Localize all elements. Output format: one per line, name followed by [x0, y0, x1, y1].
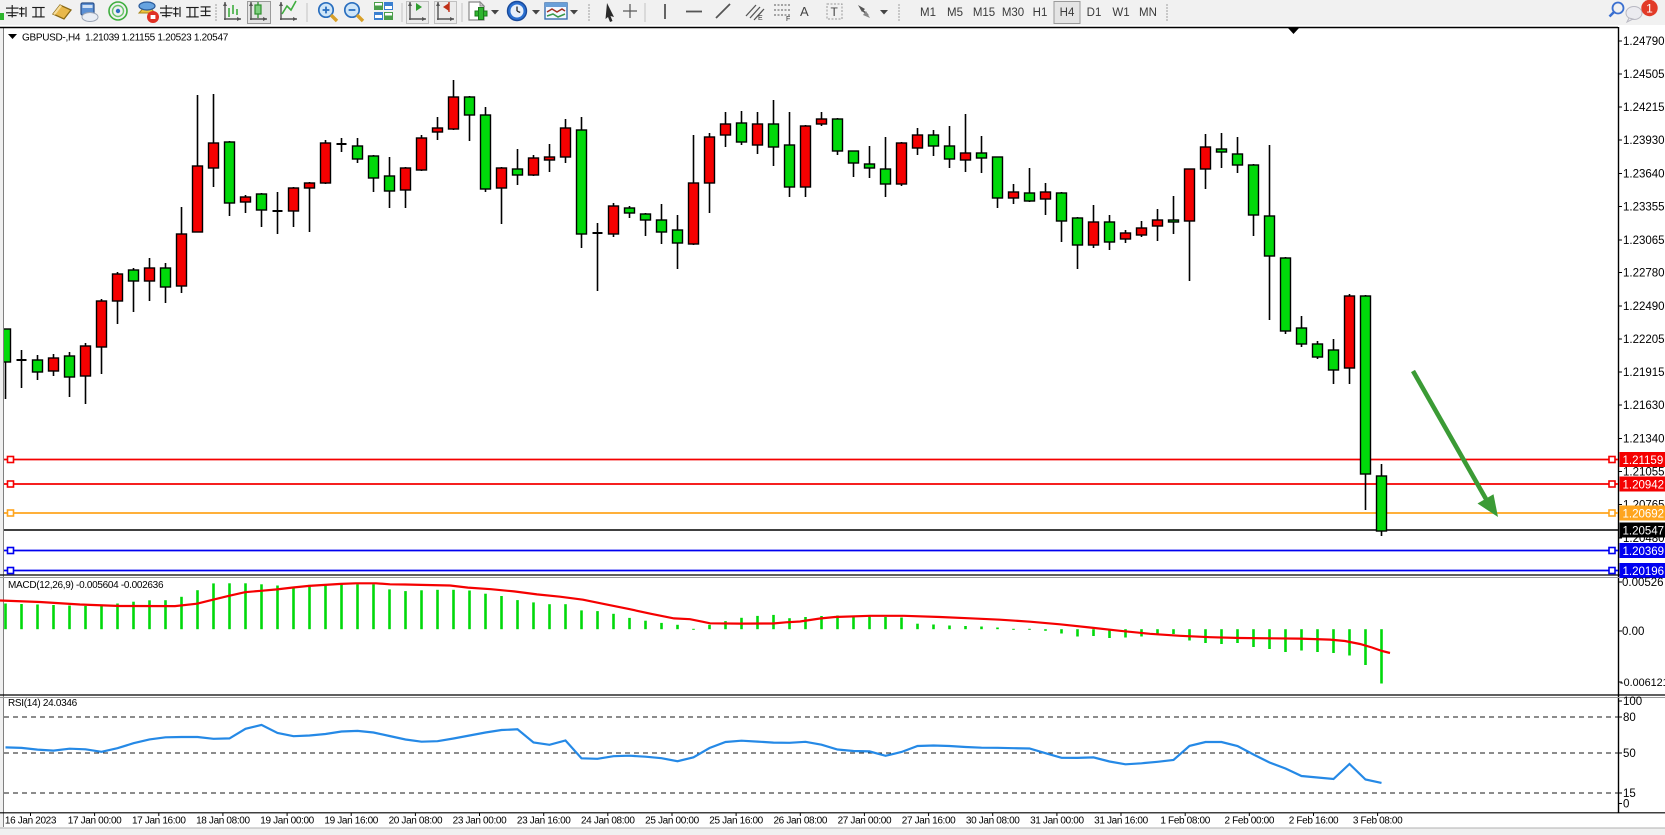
svg-text:20 Jan 08:00: 20 Jan 08:00: [389, 816, 443, 827]
svg-text:1.24215: 1.24215: [1623, 102, 1665, 114]
svg-text:3 Feb 08:00: 3 Feb 08:00: [1353, 816, 1403, 827]
svg-text:24 Jan 08:00: 24 Jan 08:00: [581, 816, 635, 827]
svg-text:-0.006121: -0.006121: [1620, 677, 1665, 689]
svg-text:MN: MN: [1139, 7, 1157, 19]
svg-text:1.21915: 1.21915: [1623, 367, 1665, 379]
svg-text:1.20942: 1.20942: [1623, 480, 1665, 492]
svg-text:80: 80: [1623, 712, 1636, 724]
svg-text:1: 1: [1646, 2, 1653, 16]
svg-text:M1: M1: [920, 7, 936, 19]
svg-text:1.20369: 1.20369: [1623, 546, 1665, 558]
svg-text:17 Jan 16:00: 17 Jan 16:00: [132, 816, 186, 827]
svg-text:1.22490: 1.22490: [1623, 301, 1665, 313]
svg-text:1.21159: 1.21159: [1623, 455, 1664, 467]
svg-text:25 Jan 00:00: 25 Jan 00:00: [645, 816, 699, 827]
svg-text:D1: D1: [1087, 7, 1102, 19]
svg-text:17 Jan 00:00: 17 Jan 00:00: [68, 816, 122, 827]
svg-text:30 Jan 08:00: 30 Jan 08:00: [966, 816, 1020, 827]
svg-text:1.21055: 1.21055: [1623, 467, 1665, 479]
svg-text:50: 50: [1623, 748, 1636, 760]
svg-text:23 Jan 16:00: 23 Jan 16:00: [517, 816, 571, 827]
svg-text:1.24790: 1.24790: [1623, 36, 1665, 48]
svg-text:W1: W1: [1112, 7, 1129, 19]
svg-text:0.00526: 0.00526: [1622, 577, 1664, 589]
svg-text:1.21340: 1.21340: [1623, 434, 1665, 446]
svg-text:1 Feb 08:00: 1 Feb 08:00: [1160, 816, 1210, 827]
svg-text:16 Jan 2023: 16 Jan 2023: [5, 816, 57, 827]
svg-text:25 Jan 16:00: 25 Jan 16:00: [709, 816, 763, 827]
svg-text:1.22780: 1.22780: [1623, 268, 1665, 280]
svg-text:M15: M15: [973, 7, 995, 19]
svg-text:1.20547: 1.20547: [1623, 526, 1665, 538]
svg-text:MACD(12,26,9) -0.005604 -0.002: MACD(12,26,9) -0.005604 -0.002636: [8, 580, 164, 591]
svg-text:1.22205: 1.22205: [1623, 334, 1665, 346]
svg-text:M5: M5: [947, 7, 963, 19]
svg-text:1.23355: 1.23355: [1623, 202, 1665, 214]
svg-text:27 Jan 00:00: 27 Jan 00:00: [838, 816, 892, 827]
svg-text:26 Jan 08:00: 26 Jan 08:00: [773, 816, 827, 827]
svg-text:19 Jan 00:00: 19 Jan 00:00: [260, 816, 314, 827]
svg-text:27 Jan 16:00: 27 Jan 16:00: [902, 816, 956, 827]
svg-text:1.23065: 1.23065: [1623, 235, 1665, 247]
svg-text:RSI(14) 24.0346: RSI(14) 24.0346: [8, 698, 78, 709]
svg-text:E: E: [758, 15, 763, 22]
svg-text:0.00: 0.00: [1622, 626, 1644, 638]
svg-text:23 Jan 00:00: 23 Jan 00:00: [453, 816, 507, 827]
svg-text:19 Jan 16:00: 19 Jan 16:00: [324, 816, 378, 827]
svg-text:0: 0: [1623, 799, 1629, 811]
svg-text:H4: H4: [1060, 7, 1075, 19]
svg-text:31 Jan 00:00: 31 Jan 00:00: [1030, 816, 1084, 827]
svg-text:T: T: [831, 5, 839, 19]
svg-text:100: 100: [1623, 696, 1642, 708]
svg-text:F: F: [786, 16, 790, 23]
svg-text:1.24505: 1.24505: [1623, 69, 1665, 81]
svg-text:GBPUSD-,H4 1.21039 1.21155 1.: GBPUSD-,H4 1.21039 1.21155 1.20523 1.205…: [22, 33, 229, 44]
svg-text:M30: M30: [1002, 7, 1024, 19]
svg-text:18 Jan 08:00: 18 Jan 08:00: [196, 816, 250, 827]
svg-text:2 Feb 16:00: 2 Feb 16:00: [1289, 816, 1339, 827]
svg-text:2 Feb 00:00: 2 Feb 00:00: [1225, 816, 1275, 827]
svg-text:1.23640: 1.23640: [1623, 169, 1665, 181]
svg-text:15: 15: [1623, 788, 1636, 800]
svg-text:1.21630: 1.21630: [1623, 400, 1665, 412]
svg-text:1.23930: 1.23930: [1623, 135, 1665, 147]
svg-text:1.20196: 1.20196: [1623, 566, 1665, 578]
svg-text:1.20692: 1.20692: [1623, 509, 1665, 521]
svg-text:31 Jan 16:00: 31 Jan 16:00: [1094, 816, 1148, 827]
svg-text:A: A: [800, 4, 809, 19]
svg-text:H1: H1: [1033, 7, 1048, 19]
